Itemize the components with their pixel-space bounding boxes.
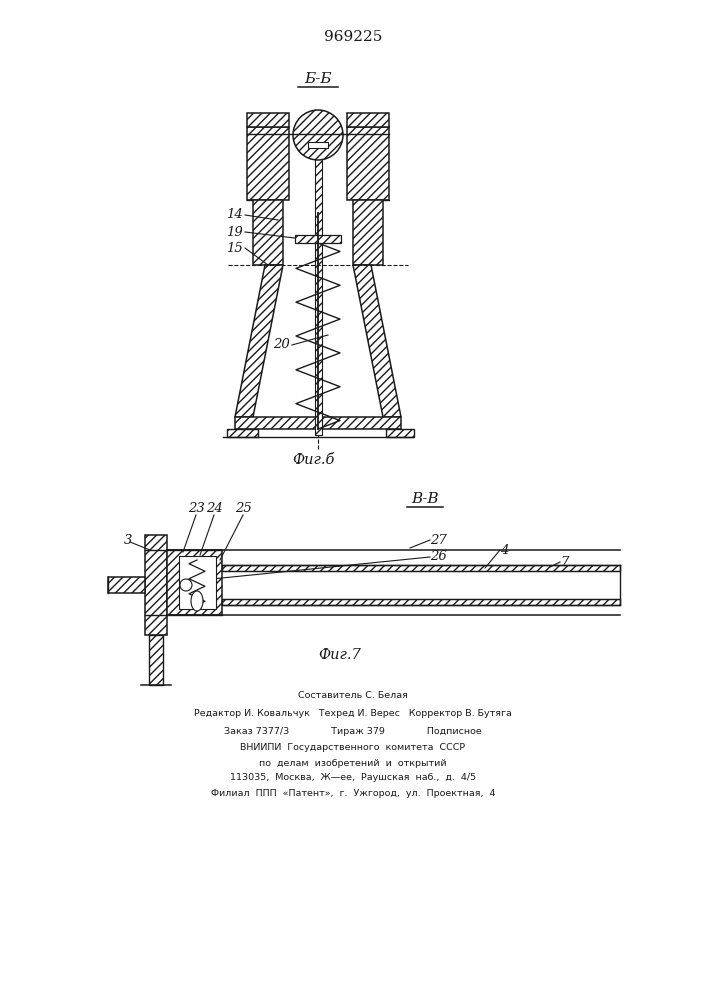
Text: 23: 23: [187, 502, 204, 515]
Text: 969225: 969225: [324, 30, 382, 44]
Bar: [145, 535, 167, 635]
Bar: [227, 429, 258, 437]
Text: 26: 26: [430, 550, 447, 564]
Text: по  делам  изобретений  и  открытий: по делам изобретений и открытий: [259, 758, 447, 768]
Circle shape: [293, 110, 343, 160]
Text: 7: 7: [560, 556, 568, 568]
Bar: [235, 417, 401, 429]
Text: Редактор И. Ковальчук   Техред И. Верес   Корректор В. Бутяга: Редактор И. Ковальчук Техред И. Верес Ко…: [194, 708, 512, 718]
Text: Фиг.б: Фиг.б: [292, 453, 334, 467]
Bar: [295, 235, 341, 243]
Bar: [253, 200, 283, 265]
Bar: [247, 127, 289, 200]
Text: 113035,  Москва,  Ж—ее,  Раушская  наб.,  д.  4/5: 113035, Москва, Ж—ее, Раушская наб., д. …: [230, 772, 476, 782]
Bar: [347, 127, 389, 200]
Polygon shape: [353, 265, 401, 417]
Bar: [179, 556, 216, 609]
Text: 24: 24: [206, 502, 223, 515]
Text: 27: 27: [430, 534, 447, 546]
Text: Заказ 7377/3              Тираж 379              Подписное: Заказ 7377/3 Тираж 379 Подписное: [224, 726, 482, 736]
Text: ВНИИПИ  Государственного  комитета  СССР: ВНИИПИ Государственного комитета СССР: [240, 742, 466, 752]
Bar: [386, 429, 414, 437]
Text: В-В: В-В: [411, 492, 439, 506]
Polygon shape: [191, 591, 203, 611]
Bar: [222, 599, 620, 605]
Bar: [167, 550, 222, 615]
Bar: [222, 565, 620, 571]
Bar: [315, 113, 322, 435]
Bar: [353, 200, 383, 265]
Bar: [247, 113, 289, 127]
Text: 19: 19: [226, 226, 243, 238]
Text: 14: 14: [226, 209, 243, 222]
Bar: [347, 113, 389, 127]
Text: 4: 4: [500, 544, 508, 556]
Text: Б-Б: Б-Б: [304, 72, 332, 86]
Text: Филиал  ППП  «Патент»,  г.  Ужгород,  ул.  Проектная,  4: Филиал ППП «Патент», г. Ужгород, ул. Про…: [211, 788, 495, 798]
Bar: [308, 142, 328, 148]
Bar: [149, 635, 163, 685]
Text: 3: 3: [124, 534, 132, 546]
Text: Фиг.7: Фиг.7: [319, 648, 361, 662]
Text: 20: 20: [273, 338, 290, 352]
Circle shape: [180, 579, 192, 591]
Bar: [108, 577, 145, 593]
Text: Составитель С. Белая: Составитель С. Белая: [298, 690, 408, 700]
Polygon shape: [235, 265, 283, 417]
Text: 25: 25: [235, 502, 252, 515]
Text: 15: 15: [226, 241, 243, 254]
